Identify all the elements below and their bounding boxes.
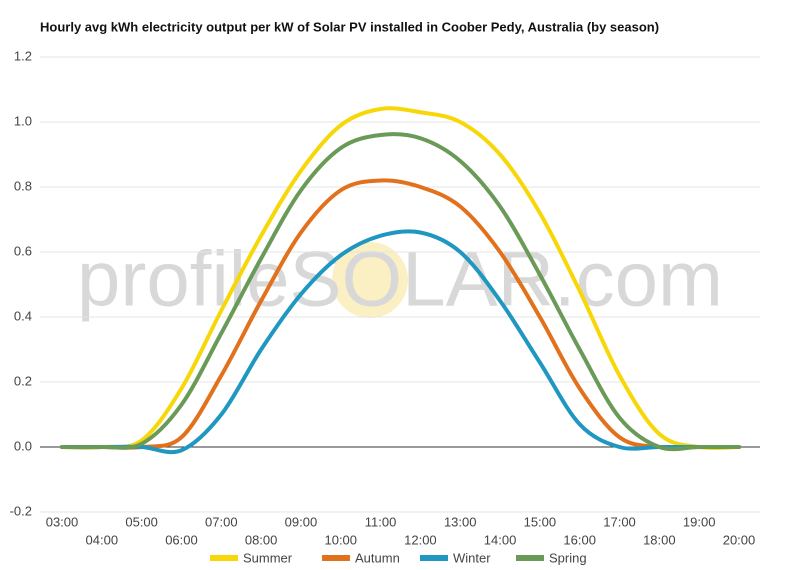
legend-label: Autumn — [355, 550, 400, 565]
x-tick-label: 08:00 — [245, 532, 278, 547]
y-tick-label: 0.4 — [14, 308, 32, 323]
legend-swatch — [210, 555, 238, 561]
x-tick-label: 10:00 — [324, 532, 357, 547]
chart-title: Hourly avg kWh electricity output per kW… — [40, 19, 659, 34]
x-tick-label: 12:00 — [404, 532, 437, 547]
x-tick-label: 07:00 — [205, 514, 238, 529]
legend-label: Summer — [243, 550, 293, 565]
x-tick-label: 18:00 — [643, 532, 676, 547]
legend-swatch — [516, 555, 544, 561]
legend-swatch — [322, 555, 350, 561]
x-tick-label: 19:00 — [683, 514, 716, 529]
legend-swatch — [420, 555, 448, 561]
x-tick-label: 06:00 — [165, 532, 198, 547]
legend-label: Winter — [453, 550, 491, 565]
series-line — [60, 106, 741, 450]
x-tick-label: 14:00 — [484, 532, 517, 547]
x-tick-label: 16:00 — [563, 532, 596, 547]
x-tick-label: 04:00 — [86, 532, 119, 547]
y-tick-label: 0.8 — [14, 178, 32, 193]
x-tick-label: 20:00 — [723, 532, 756, 547]
series-line — [60, 229, 741, 455]
y-tick-label: 1.2 — [14, 48, 32, 63]
watermark: profileSOLAR.com — [77, 235, 723, 323]
x-tick-label: 17:00 — [603, 514, 636, 529]
watermark-sun — [332, 242, 408, 318]
y-tick-label: 0.2 — [14, 373, 32, 388]
x-tick-label: 13:00 — [444, 514, 477, 529]
x-tick-label: 15:00 — [524, 514, 557, 529]
x-tick-label: 11:00 — [365, 514, 397, 529]
legend-label: Spring — [549, 550, 587, 565]
x-tick-label: 03:00 — [46, 514, 79, 529]
series-line — [60, 132, 741, 452]
y-tick-label: 0.6 — [14, 243, 32, 258]
y-tick-label: 0.0 — [14, 438, 32, 453]
y-tick-label: 1.0 — [14, 113, 32, 128]
y-tick-label: -0.2 — [10, 503, 32, 518]
x-tick-label: 05:00 — [125, 514, 158, 529]
x-tick-label: 09:00 — [285, 514, 318, 529]
series-line — [60, 178, 741, 450]
